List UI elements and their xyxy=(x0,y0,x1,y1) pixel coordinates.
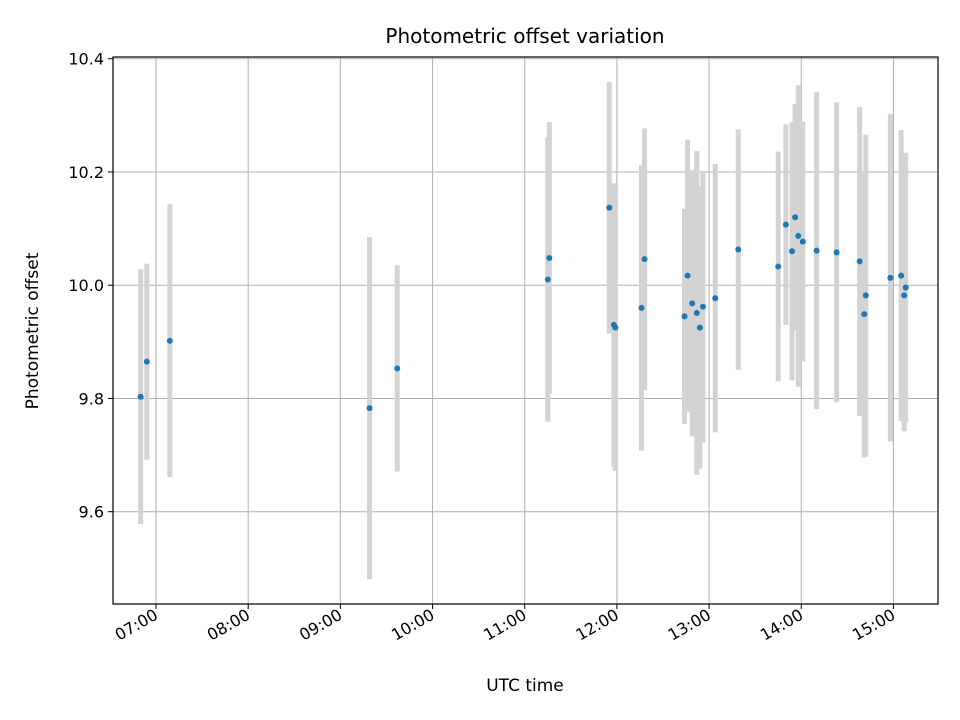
data-point xyxy=(612,324,619,331)
data-point xyxy=(546,255,553,262)
data-point xyxy=(813,247,820,254)
y-tick-label: 10.4 xyxy=(68,50,104,69)
y-tick-label: 10.2 xyxy=(68,163,104,182)
data-point xyxy=(712,295,719,302)
y-axis-label: Photometric offset xyxy=(23,252,43,409)
plot-frame xyxy=(112,56,939,605)
data-point xyxy=(366,405,373,412)
data-point xyxy=(887,274,894,281)
data-point xyxy=(902,284,909,291)
y-tick-label: 9.8 xyxy=(79,389,104,408)
data-point xyxy=(544,276,551,283)
data-point xyxy=(394,365,401,372)
x-axis-label: UTC time xyxy=(486,676,564,696)
data-point xyxy=(782,221,789,228)
data-point xyxy=(689,300,696,307)
data-point xyxy=(789,248,796,255)
data-point xyxy=(862,292,869,299)
data-point xyxy=(735,246,742,253)
data-point xyxy=(792,214,799,221)
data-point xyxy=(684,272,691,279)
data-point xyxy=(856,258,863,265)
data-point xyxy=(833,249,840,256)
data-point xyxy=(795,232,802,239)
y-axis: 9.6 9.8 10.0 10.2 10.4 xyxy=(68,50,113,522)
data-point xyxy=(861,311,868,318)
data-point xyxy=(143,358,150,365)
data-point xyxy=(638,304,645,311)
data-point xyxy=(775,263,782,270)
data-point xyxy=(166,337,173,344)
data-points xyxy=(137,204,909,412)
y-tick-label: 9.6 xyxy=(79,503,104,522)
data-point xyxy=(681,313,688,320)
data-point xyxy=(699,303,706,310)
data-point xyxy=(696,324,703,331)
data-point xyxy=(901,292,908,299)
chart-title: Photometric offset variation xyxy=(385,24,664,48)
data-point xyxy=(799,238,806,245)
data-point xyxy=(693,309,700,316)
data-point xyxy=(641,256,648,263)
data-point xyxy=(606,204,613,211)
data-point xyxy=(898,272,905,279)
y-tick-label: 10.0 xyxy=(68,276,104,295)
data-point xyxy=(137,393,144,400)
